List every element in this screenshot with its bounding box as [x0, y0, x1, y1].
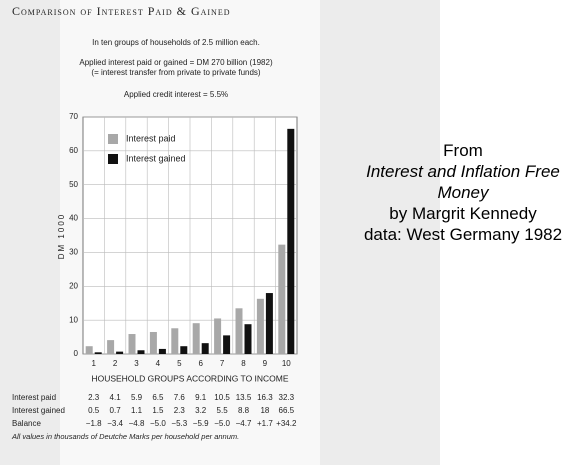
- table-balance: −5.0: [214, 419, 230, 428]
- x-axis-label: HOUSEHOLD GROUPS ACCORDING TO INCOME: [91, 373, 288, 383]
- x-tick-label: 10: [282, 359, 291, 368]
- table-balance: −1.8: [86, 419, 102, 428]
- bar: [137, 350, 145, 354]
- y-tick-label: 20: [69, 281, 78, 290]
- table-balance: −4.8: [129, 419, 145, 428]
- table-value: 9.1: [195, 393, 207, 402]
- legend-label: Interest gained: [126, 153, 186, 163]
- chart-title: Comparison of Interest Paid & Gained: [12, 4, 231, 18]
- x-tick-label: 4: [156, 359, 161, 368]
- bar: [265, 293, 273, 354]
- note: Applied interest paid or gained = DM 270…: [79, 58, 273, 67]
- bar: [214, 318, 222, 354]
- table-value: 5.5: [217, 406, 229, 415]
- table-balance: −5.3: [171, 419, 187, 428]
- x-tick-label: 3: [134, 359, 139, 368]
- legend-swatch: [108, 134, 118, 144]
- y-tick-label: 50: [69, 180, 78, 189]
- table-value: 2.3: [88, 393, 100, 402]
- table-row-label: Interest gained: [12, 406, 65, 415]
- footnote: All values in thousands of Deutche Marks…: [11, 432, 239, 441]
- bar: [180, 346, 188, 354]
- table-row-label: Interest paid: [12, 393, 56, 402]
- table-value: 5.9: [131, 393, 143, 402]
- legend-label: Interest paid: [126, 133, 176, 143]
- table-value: 3.2: [195, 406, 207, 415]
- table-value: 6.5: [152, 393, 164, 402]
- note: In ten groups of households of 2.5 milli…: [92, 38, 260, 47]
- bar: [158, 348, 166, 354]
- bar: [235, 308, 243, 354]
- x-tick-label: 7: [220, 359, 225, 368]
- y-tick-label: 70: [69, 112, 78, 121]
- data-source: data: West Germany 1982: [363, 225, 563, 244]
- author: by Margrit Kennedy: [389, 204, 537, 223]
- table-balance: −5.0: [150, 419, 166, 428]
- table-value: 7.6: [174, 393, 186, 402]
- table-value: 8.8: [238, 406, 250, 415]
- note: Applied credit interest = 5.5%: [124, 90, 228, 99]
- bar: [128, 334, 136, 354]
- table-balance: −4.7: [236, 419, 252, 428]
- bar: [244, 324, 252, 354]
- table-value: 1.1: [131, 406, 143, 415]
- book-page: Comparison of Interest Paid & Gained In …: [0, 0, 440, 465]
- table-value: 10.5: [214, 393, 230, 402]
- table-value: 13.5: [236, 393, 252, 402]
- x-tick-label: 9: [263, 359, 268, 368]
- table-value: 66.5: [279, 406, 295, 415]
- table-value: 0.7: [110, 406, 122, 415]
- bar: [171, 328, 179, 354]
- table-value: 18: [260, 406, 269, 415]
- x-tick-label: 6: [198, 359, 203, 368]
- y-tick-label: 0: [74, 349, 79, 358]
- bar: [85, 346, 93, 354]
- x-tick-label: 1: [91, 359, 96, 368]
- bar: [116, 351, 124, 354]
- legend-swatch: [108, 154, 118, 164]
- bar: [94, 352, 102, 354]
- table-value: 0.5: [88, 406, 100, 415]
- y-tick-label: 10: [69, 315, 78, 324]
- x-tick-label: 8: [241, 359, 246, 368]
- bar: [149, 331, 157, 354]
- bar: [192, 323, 200, 354]
- x-tick-label: 5: [177, 359, 182, 368]
- table-value: 2.3: [174, 406, 186, 415]
- x-tick-label: 2: [113, 359, 118, 368]
- attribution: From Interest and Inflation Free Money b…: [340, 140, 581, 245]
- bar: [201, 343, 209, 354]
- table-value: 4.1: [110, 393, 122, 402]
- y-tick-label: 30: [69, 248, 78, 257]
- y-tick-label: 60: [69, 146, 78, 155]
- bar: [278, 244, 286, 354]
- note: (= interest transfer from private to pri…: [91, 68, 261, 77]
- table-balance: +1.7: [257, 419, 273, 428]
- bar: [223, 335, 231, 354]
- y-tick-label: 40: [69, 214, 78, 223]
- book-title: Interest and Inflation Free Money: [366, 162, 560, 202]
- table-row-label: Balance: [12, 419, 41, 428]
- table-value: 1.5: [152, 406, 164, 415]
- table-balance: +34.2: [276, 419, 297, 428]
- bar: [287, 128, 295, 354]
- from: From: [443, 141, 483, 160]
- bar: [256, 298, 264, 354]
- table-value: 16.3: [257, 393, 273, 402]
- bar: [107, 340, 115, 354]
- table-balance: −5.9: [193, 419, 209, 428]
- y-axis-label: DM 1000: [57, 213, 66, 259]
- table-value: 32.3: [279, 393, 295, 402]
- table-balance: −3.4: [107, 419, 123, 428]
